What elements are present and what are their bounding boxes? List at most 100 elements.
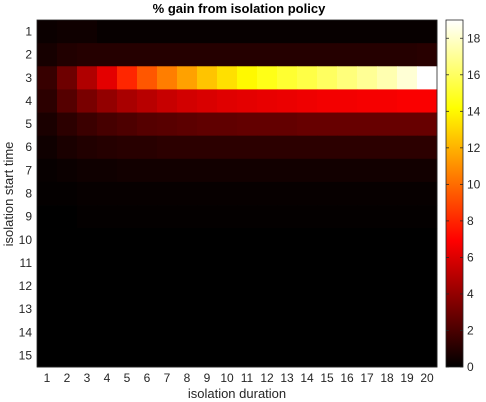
heatmap-cell [117, 228, 138, 252]
heatmap-cell [37, 158, 58, 183]
heatmap-cell [157, 251, 178, 275]
heatmap-cell [117, 181, 138, 206]
heatmap-cell [137, 181, 158, 206]
heatmap-cell [237, 89, 258, 113]
heatmap-cell [217, 158, 238, 183]
colorbar-tick-label: 16 [467, 68, 481, 82]
heatmap-cell [397, 205, 418, 229]
heatmap-cell [57, 181, 78, 206]
x-axis-label: isolation duration [188, 386, 286, 401]
heatmap-cell [277, 181, 298, 206]
x-tick-label: 15 [320, 371, 334, 385]
heatmap-cell [297, 20, 318, 44]
heatmap-cell [157, 135, 178, 160]
heatmap-cell [77, 135, 98, 160]
heatmap-cell [77, 297, 98, 322]
x-tick-label: 10 [220, 371, 234, 385]
heatmap-cell [177, 89, 198, 113]
heatmap-cell [317, 297, 338, 322]
heatmap-cell [77, 274, 98, 298]
heatmap-cell [397, 66, 418, 90]
heatmap-cell [237, 205, 258, 229]
heatmap-cell [177, 158, 198, 183]
heatmap-cell [317, 89, 338, 113]
heatmap-cell [77, 158, 98, 183]
heatmap-cell [417, 20, 438, 44]
heatmap-cell [177, 297, 198, 322]
heatmap-cell [397, 181, 418, 206]
heatmap-cell [197, 251, 218, 275]
heatmap-cell [337, 20, 358, 44]
heatmap-cell [77, 89, 98, 113]
heatmap-cell [217, 320, 238, 345]
heatmap-cell [377, 135, 398, 160]
heatmap-cell [77, 251, 98, 275]
heatmap-cell [157, 66, 178, 90]
heatmap-cell [417, 181, 438, 206]
heatmap-cell [217, 112, 238, 137]
heatmap-cell [37, 228, 58, 252]
y-tick-label: 1 [25, 25, 32, 39]
heatmap-cell [197, 66, 218, 90]
heatmap-cell [137, 135, 158, 160]
y-tick-label: 14 [19, 325, 33, 339]
heatmap-cell [97, 43, 118, 67]
heatmap-cell [77, 66, 98, 90]
heatmap-cell [137, 43, 158, 67]
heatmap-cell [177, 66, 198, 90]
colorbar-tick-label: 12 [467, 141, 481, 155]
heatmap-cell [157, 43, 178, 67]
heatmap-cell [357, 158, 378, 183]
heatmap-cell [97, 228, 118, 252]
heatmap-cell [337, 205, 358, 229]
heatmap-cell [77, 205, 98, 229]
y-tick-label: 3 [25, 71, 32, 85]
heatmap-cell [357, 89, 378, 113]
heatmap-cell [277, 135, 298, 160]
heatmap-cell [77, 228, 98, 252]
heatmap-cell [117, 274, 138, 298]
heatmap-cell [57, 228, 78, 252]
heatmap-cell [277, 158, 298, 183]
heatmap-cell [297, 228, 318, 252]
heatmap-cell [257, 20, 278, 44]
heatmap-cell [217, 343, 238, 368]
heatmap-cell [237, 66, 258, 90]
heatmap-cell [397, 251, 418, 275]
heatmap-cell [397, 228, 418, 252]
heatmap-cell [217, 43, 238, 67]
heatmap-cell [177, 251, 198, 275]
heatmap-cell [57, 251, 78, 275]
heatmap-cells [37, 20, 438, 368]
heatmap-cell [137, 112, 158, 137]
y-tick-label: 4 [25, 94, 32, 108]
heatmap-cell [117, 297, 138, 322]
heatmap-cell [137, 320, 158, 345]
heatmap-cell [97, 135, 118, 160]
x-tick-label: 4 [104, 371, 111, 385]
heatmap-cell [37, 89, 58, 113]
heatmap-cell [297, 135, 318, 160]
heatmap-cell [177, 181, 198, 206]
heatmap-cell [37, 135, 58, 160]
colorbar [445, 19, 464, 368]
x-tick-label: 12 [260, 371, 274, 385]
heatmap-cell [377, 320, 398, 345]
heatmap-cell [157, 297, 178, 322]
heatmap-cell [137, 343, 158, 368]
heatmap-cell [117, 66, 138, 90]
heatmap-cell [197, 89, 218, 113]
heatmap-cell [57, 343, 78, 368]
heatmap-cell [337, 251, 358, 275]
heatmap-cell [317, 274, 338, 298]
heatmap-cell [137, 20, 158, 44]
heatmap-cell [157, 112, 178, 137]
heatmap-cell [57, 274, 78, 298]
heatmap-cell [57, 89, 78, 113]
heatmap-cell [297, 89, 318, 113]
heatmap-cell [237, 228, 258, 252]
heatmap-cell [257, 228, 278, 252]
y-tick-label: 11 [20, 256, 33, 270]
